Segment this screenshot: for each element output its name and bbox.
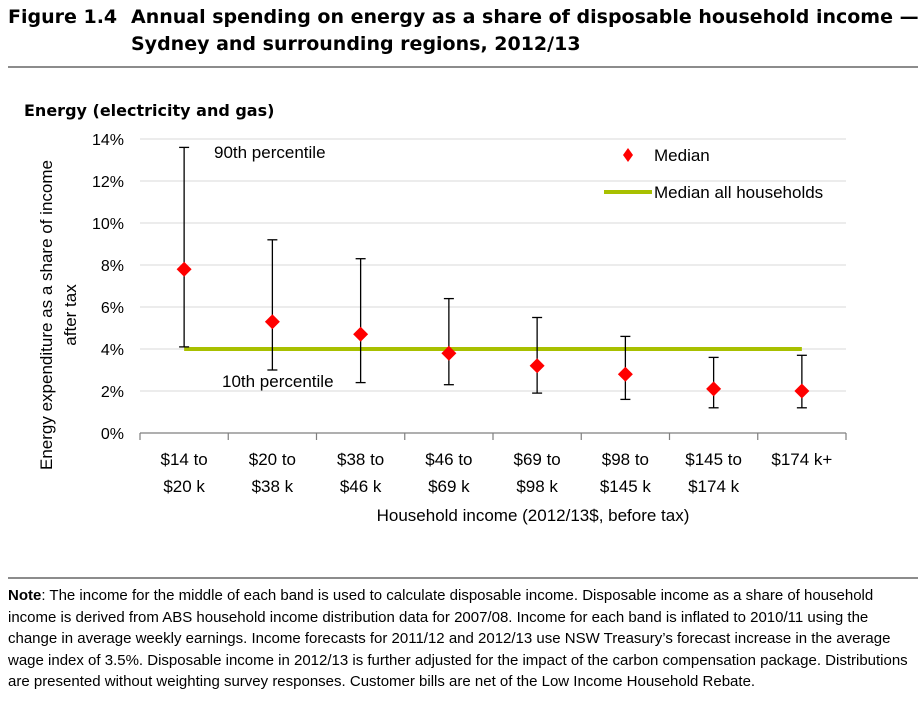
y-axis-title-line2: after tax (61, 284, 80, 346)
x-tick-label: $69 to (513, 450, 560, 469)
x-tick-label: $14 to (160, 450, 207, 469)
legend-median-label: Median (654, 146, 710, 165)
x-tick-label: $46 to (425, 450, 472, 469)
median-point (264, 314, 280, 330)
annotation-90th-percentile: 90th percentile (214, 143, 326, 162)
x-tick-label: $98 k (516, 477, 558, 496)
figure-number: Figure 1.4 (8, 6, 118, 28)
median-point (617, 366, 633, 382)
x-tick-label: $174 k (688, 477, 740, 496)
x-tick-label: $69 k (428, 477, 470, 496)
x-tick-label: $20 k (163, 477, 205, 496)
y-tick-label: 14% (92, 132, 124, 149)
title-divider (8, 66, 918, 68)
x-tick-label: $38 to (337, 450, 384, 469)
legend-median-all-label: Median all households (654, 183, 823, 202)
chart: 0% 2% 4% 6% 8% 10% 12% 14% $14 to $20 k $20 to $38 … (37, 132, 847, 525)
note-text: : The income for the middle of each band… (8, 587, 908, 691)
x-tick-label: $174 k+ (771, 450, 832, 469)
x-tick-label: $46 k (340, 477, 382, 496)
note-divider (8, 577, 918, 579)
median-point (441, 345, 457, 361)
median-point (529, 358, 545, 374)
y-tick-label: 0% (101, 426, 124, 443)
panel-title: Energy (electricity and gas) (24, 101, 275, 120)
y-tick-label: 6% (101, 300, 124, 317)
x-tick-label: $38 k (252, 477, 294, 496)
figure-title: Figure 1.4 Annual spending on energy as a… (8, 4, 920, 58)
median-point (706, 381, 722, 397)
x-tick-label: $20 to (249, 450, 296, 469)
y-tick-label: 10% (92, 216, 124, 233)
annotation-10th-percentile: 10th percentile (222, 372, 334, 391)
x-tick-label: $145 k (600, 477, 652, 496)
y-tick-label: 2% (101, 384, 124, 401)
legend-median-marker (623, 148, 633, 162)
x-axis-title: Household income (2012/13$, before tax) (377, 506, 690, 525)
median-point (794, 383, 810, 399)
x-tick-label: $98 to (602, 450, 649, 469)
median-point (176, 261, 192, 277)
figure-title-line1: Annual spending on energy as a share of … (131, 6, 919, 28)
y-axis-title-line1: Energy expenditure as a share of income (37, 160, 56, 470)
figure-title-line2: Sydney and surrounding regions, 2012/13 (131, 33, 581, 55)
x-tick-label: $145 to (685, 450, 742, 469)
y-tick-label: 8% (101, 258, 124, 275)
y-tick-label: 4% (101, 342, 124, 359)
median-point (353, 326, 369, 342)
y-tick-label: 12% (92, 174, 124, 191)
note: Note: The income for the middle of each … (8, 585, 918, 693)
note-label: Note (8, 587, 42, 604)
